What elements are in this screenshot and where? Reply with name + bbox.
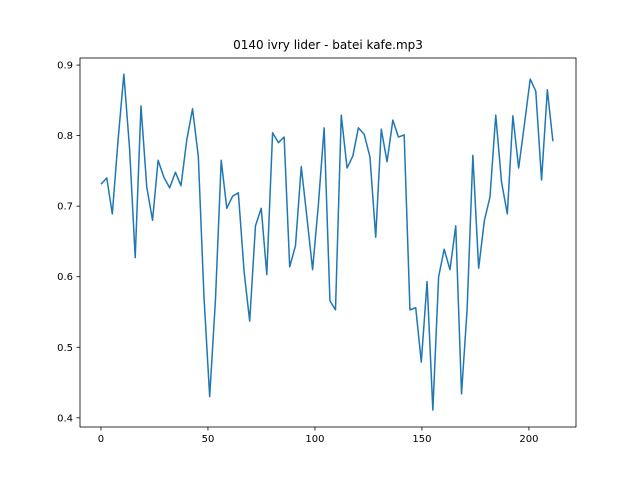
- x-tick-label: 0: [98, 434, 104, 445]
- x-tick-label: 50: [202, 434, 215, 445]
- y-tick-label: 0.5: [57, 343, 73, 354]
- y-tick-label: 0.4: [57, 413, 73, 424]
- y-tick-label: 0.7: [57, 202, 73, 213]
- y-tick-label: 0.6: [57, 272, 73, 283]
- x-tick-label: 150: [412, 434, 431, 445]
- x-tick-label: 100: [305, 434, 324, 445]
- x-tick-label: 200: [519, 434, 538, 445]
- line-series: [100, 73, 554, 411]
- axes-frame: [79, 57, 577, 428]
- y-tick-label: 0.8: [57, 131, 73, 142]
- chart-title: 0140 ivry lider - batei kafe.mp3: [233, 38, 423, 52]
- y-tick-label: 0.9: [57, 61, 73, 72]
